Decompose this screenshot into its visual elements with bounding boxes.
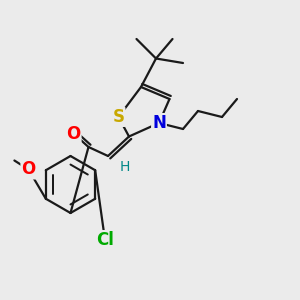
Text: H: H [119, 160, 130, 173]
Text: S: S [112, 108, 124, 126]
Text: O: O [21, 160, 36, 178]
Text: Cl: Cl [96, 231, 114, 249]
Text: N: N [152, 114, 166, 132]
Text: O: O [66, 124, 81, 142]
